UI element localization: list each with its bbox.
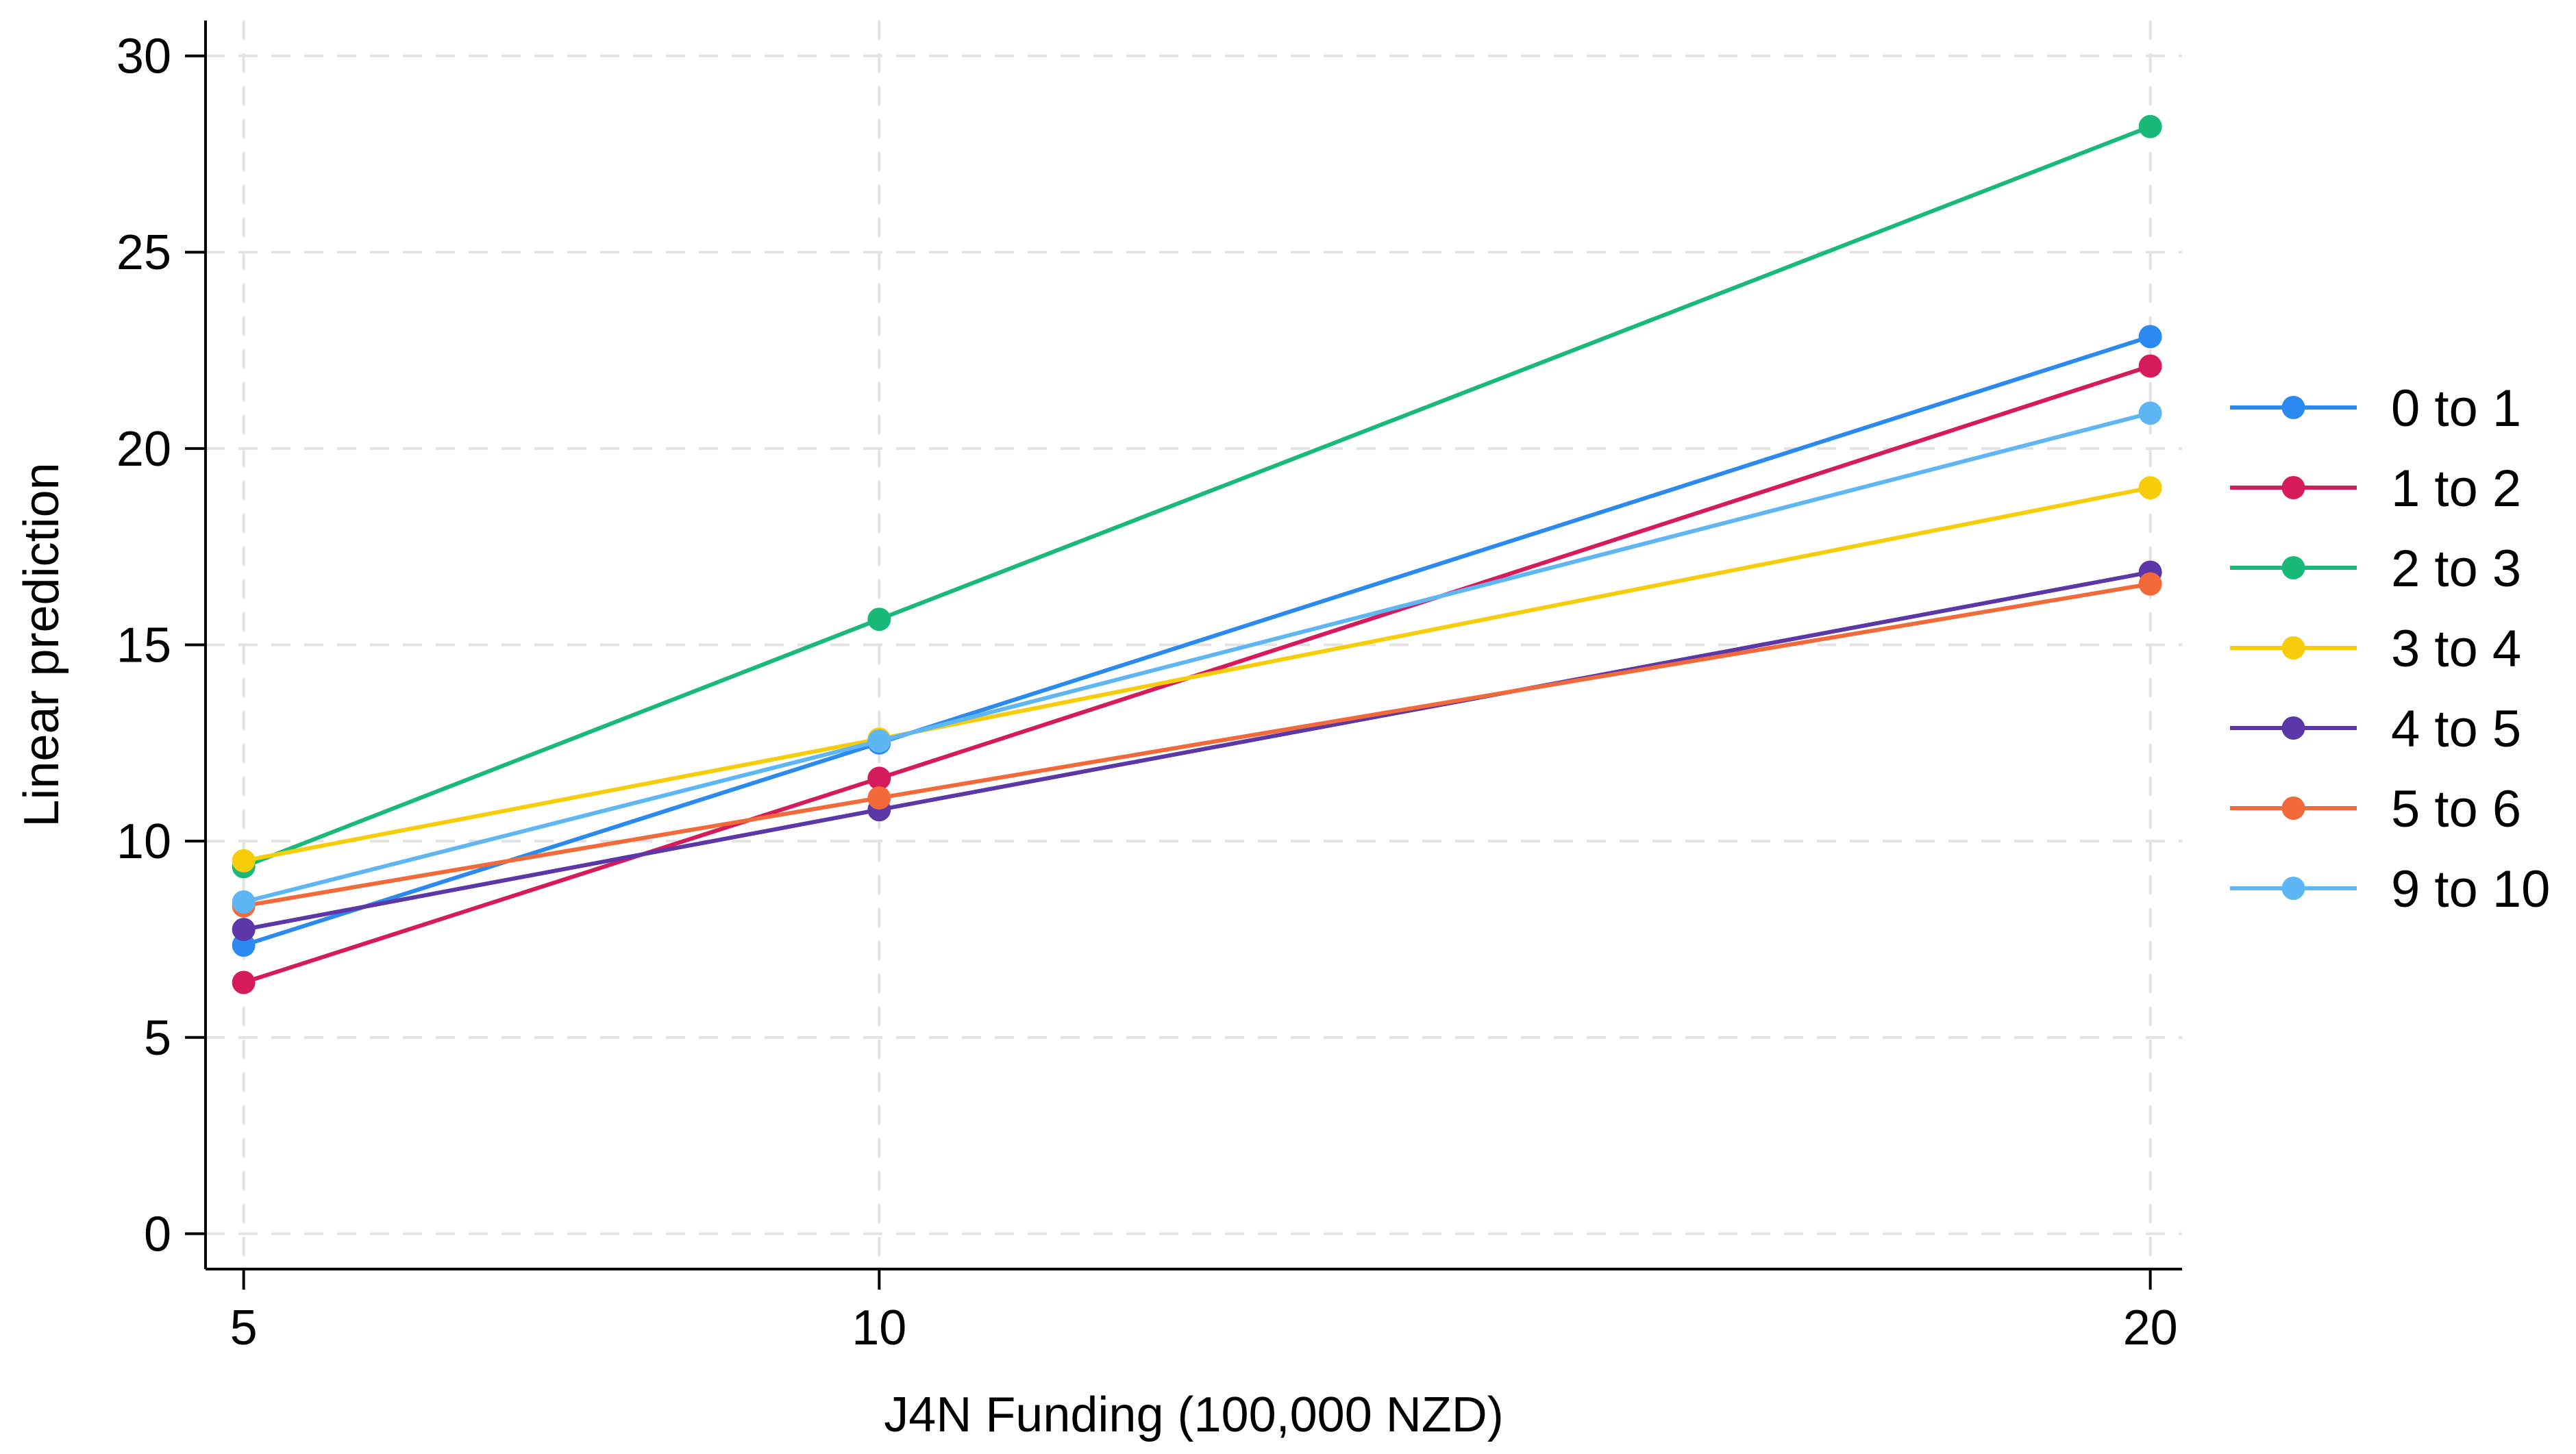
y-axis-ticks: 0 5 10 15 20 25 30 (116, 29, 206, 1262)
legend-label: 5 to 6 (2391, 780, 2521, 838)
legend-marker (2281, 556, 2305, 579)
y-tick-label: 15 (116, 618, 171, 673)
legend-marker (2281, 396, 2305, 419)
series-line (243, 581, 2151, 908)
data-point (232, 970, 256, 994)
legend-item: 2 to 3 (2230, 540, 2521, 598)
data-point (867, 766, 891, 790)
y-tick-label: 20 (116, 422, 171, 477)
x-axis-label: J4N Funding (100,000 NZD) (884, 1388, 1503, 1442)
series-9-to-10 (232, 401, 2162, 914)
legend-label: 9 to 10 (2391, 860, 2550, 918)
series-0-to-1 (232, 325, 2162, 957)
data-point (2138, 114, 2162, 138)
y-axis-label: Linear prediction (14, 462, 69, 827)
legend-label: 1 to 2 (2391, 460, 2521, 518)
data-point (2138, 401, 2162, 425)
series-4-to-5 (232, 560, 2162, 942)
data-point (867, 607, 891, 631)
x-tick-label: 5 (230, 1301, 258, 1355)
x-axis-ticks: 5 10 20 (230, 1269, 2178, 1355)
data-point (2138, 325, 2162, 349)
x-tick-label: 20 (2123, 1301, 2178, 1355)
series-group (232, 114, 2162, 994)
series-line (243, 486, 2151, 863)
legend: 0 to 1 1 to 2 2 to 3 3 to 4 4 to 5 5 to 6 9 to… (2230, 379, 2550, 918)
data-point (867, 729, 891, 753)
series-line (243, 411, 2151, 904)
y-tick-label: 10 (116, 814, 171, 869)
data-point (2138, 354, 2162, 378)
data-point (232, 918, 256, 942)
data-point (2138, 572, 2162, 596)
legend-marker (2281, 877, 2305, 900)
legend-marker (2281, 716, 2305, 740)
series-line (243, 334, 2151, 947)
legend-marker (2281, 797, 2305, 820)
series-line (243, 124, 2151, 869)
y-tick-label: 0 (144, 1207, 171, 1262)
data-point (232, 890, 256, 914)
legend-item: 1 to 2 (2230, 460, 2521, 518)
data-point (2138, 476, 2162, 500)
legend-label: 4 to 5 (2391, 700, 2521, 758)
legend-item: 5 to 6 (2230, 780, 2521, 838)
y-tick-label: 5 (144, 1011, 171, 1066)
y-tick-label: 30 (116, 29, 171, 84)
legend-marker (2281, 476, 2305, 499)
legend-label: 0 to 1 (2391, 379, 2521, 438)
x-tick-label: 10 (852, 1301, 906, 1355)
legend-item: 3 to 4 (2230, 620, 2521, 678)
legend-item: 4 to 5 (2230, 700, 2521, 758)
legend-label: 2 to 3 (2391, 540, 2521, 598)
legend-label: 3 to 4 (2391, 620, 2521, 678)
series-line (243, 570, 2151, 932)
series-3-to-4 (232, 476, 2162, 873)
y-tick-label: 25 (116, 225, 171, 280)
legend-item: 9 to 10 (2230, 860, 2550, 918)
series-2-to-3 (232, 114, 2162, 879)
legend-item: 0 to 1 (2230, 379, 2521, 438)
legend-marker (2281, 636, 2305, 660)
gridlines (206, 21, 2182, 1269)
series-1-to-2 (232, 354, 2162, 994)
data-point (867, 786, 891, 810)
data-point (232, 849, 256, 873)
